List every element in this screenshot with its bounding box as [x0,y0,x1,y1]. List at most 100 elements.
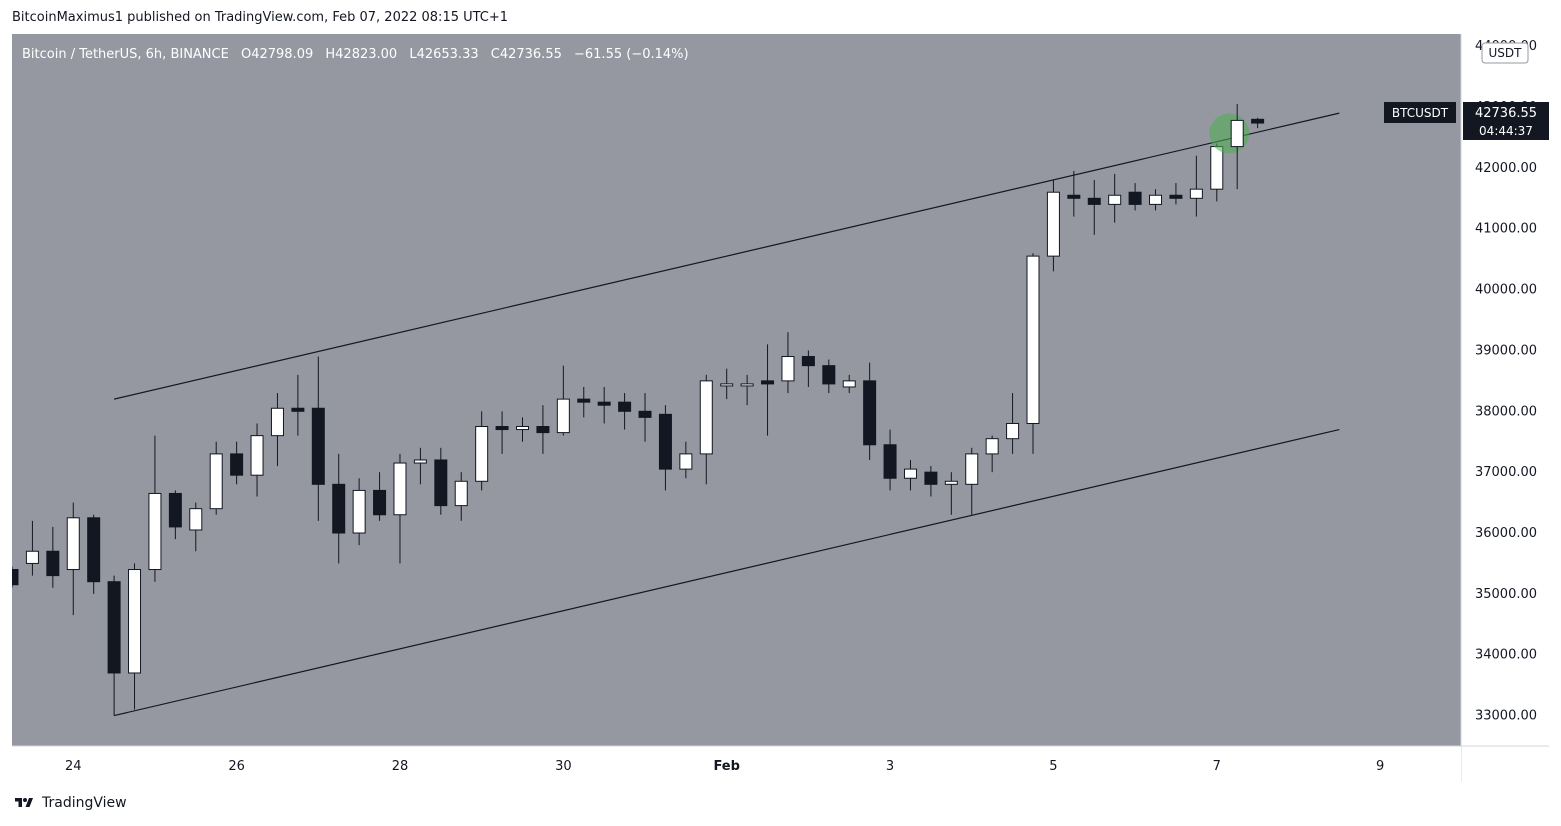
candle[interactable] [516,417,529,442]
candle[interactable] [373,472,387,521]
candle[interactable] [761,344,775,436]
candle[interactable] [1209,103,1250,190]
candle[interactable] [128,563,142,710]
candle-body [1067,194,1081,199]
time-tick-label: 9 [1376,759,1384,774]
candle[interactable] [1210,143,1224,202]
candle[interactable] [883,429,897,491]
candle[interactable] [168,490,182,540]
candle[interactable] [352,478,366,546]
candle[interactable] [863,362,877,460]
chart-frame[interactable]: 33000.00 34000.00 35000.00 36000.00 37000.00… [12,34,1549,782]
currency-label[interactable]: USDT [1481,42,1529,64]
candle[interactable] [311,356,325,521]
candle[interactable] [189,502,203,552]
candle[interactable] [842,374,856,394]
candle[interactable] [801,350,815,387]
candle[interactable] [556,365,570,436]
candle[interactable] [1128,183,1142,211]
candle[interactable] [1046,180,1060,272]
candle[interactable] [924,466,938,497]
price-tick-label: 36000.00 [1475,526,1537,541]
candle-body [516,426,529,431]
legend-high-label: H [325,47,335,62]
candle[interactable] [536,405,550,454]
candle[interactable] [577,386,591,418]
legend-close-value: 42736.55 [500,47,562,62]
candle[interactable] [454,472,468,521]
candle-body [25,550,39,564]
candle-body [944,480,958,485]
candle[interactable] [944,472,958,515]
lower-channel-line[interactable] [113,428,1340,717]
candle[interactable] [25,520,39,576]
tradingview-logo-icon [15,798,33,807]
footer-branding[interactable]: TradingView [12,795,127,811]
candlestick-chart[interactable]: 33000.00 34000.00 35000.00 36000.00 37000.00… [12,34,1549,782]
candle[interactable] [475,411,489,491]
candle-body [1210,146,1224,190]
candle[interactable] [495,411,509,454]
currency-text: USDT [1489,46,1523,60]
candle[interactable] [618,393,632,430]
candle[interactable] [46,526,60,588]
candle[interactable] [1087,180,1101,235]
candle[interactable] [66,502,80,616]
candle[interactable] [699,374,713,485]
candle-body [373,489,387,516]
candle-body [1046,191,1060,257]
price-tick-label: 39000.00 [1475,343,1537,358]
price-tag-box [1463,102,1549,140]
candle-body [761,380,775,385]
candle[interactable] [965,447,979,515]
candle-body [434,459,448,507]
candle-body [842,380,856,388]
candle[interactable] [230,441,244,485]
legend-low-value: 42653.33 [417,47,479,62]
candle[interactable] [107,575,121,716]
upper-channel-line[interactable] [113,112,1340,400]
candle[interactable] [1169,183,1183,205]
candle[interactable] [1026,253,1040,454]
candle-body [454,480,468,507]
candle[interactable] [679,441,693,479]
candle[interactable] [291,374,305,436]
candle[interactable] [434,447,448,515]
candle-body [46,550,60,577]
candle[interactable] [332,453,346,564]
candle[interactable] [270,393,284,467]
last-price-tag[interactable]: BTCUSDT 42736.55 04:44:37 [1384,102,1549,140]
candle[interactable] [148,435,162,582]
candle-body [148,492,162,571]
candle[interactable] [740,374,754,406]
time-axis-panel[interactable] [12,746,1461,782]
candle-body [1189,188,1203,199]
candle[interactable] [1067,170,1081,217]
candle[interactable] [638,393,652,442]
channel-lines [113,112,1340,717]
candle[interactable] [1251,117,1265,129]
candle[interactable] [413,447,427,485]
time-tick-label: 24 [65,759,82,774]
candle[interactable] [1108,173,1122,223]
candle[interactable] [597,386,611,424]
candle[interactable] [720,368,734,400]
candle[interactable] [822,359,836,394]
candle[interactable] [393,453,407,564]
price-tick-label: 33000.00 [1475,709,1537,724]
candle[interactable] [1149,189,1163,211]
candle-body [332,483,346,534]
price-tag-text: 42736.55 [1475,106,1537,121]
candle-body [107,581,121,674]
candle[interactable] [209,441,223,515]
candle[interactable] [781,332,795,394]
candle[interactable] [903,459,917,491]
price-axis-panel[interactable] [1461,34,1549,746]
candle[interactable] [1006,393,1020,454]
candle[interactable] [1189,155,1203,217]
candle[interactable] [12,566,19,588]
candle[interactable] [250,423,264,497]
candle[interactable] [985,435,999,473]
candle[interactable] [87,514,101,594]
candle[interactable] [658,405,672,491]
